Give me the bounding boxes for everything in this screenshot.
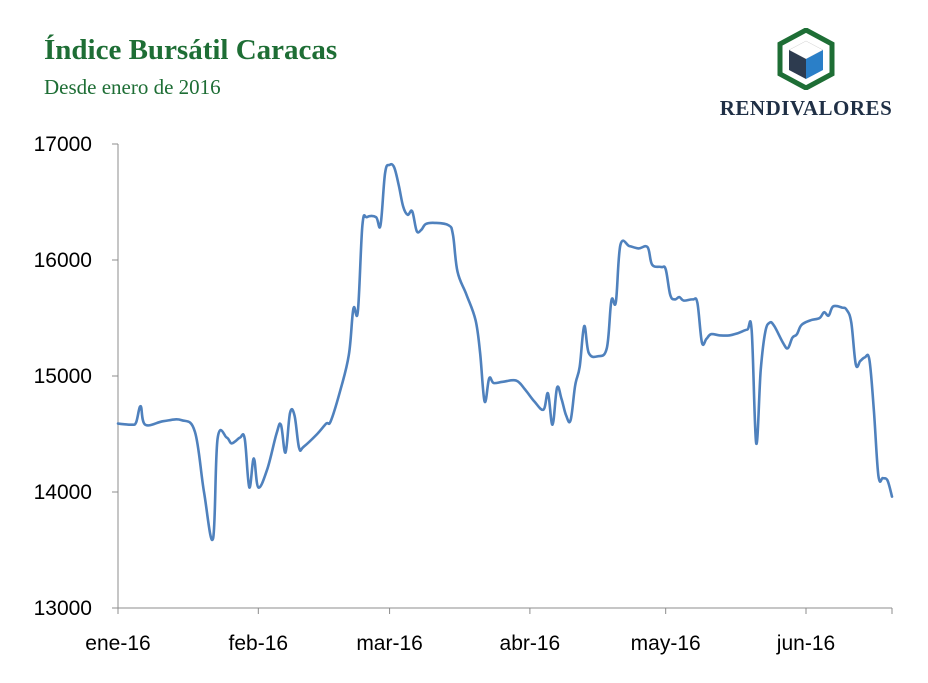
y-tick-label: 14000 <box>34 481 92 504</box>
y-axis-ticks: 13000 14000 15000 16000 17000 <box>34 133 118 620</box>
x-tick-label: abr-16 <box>500 632 561 655</box>
x-tick-label: may-16 <box>631 632 701 655</box>
y-tick-label: 15000 <box>34 365 92 388</box>
chart-subtitle: Desde enero de 2016 <box>44 75 221 99</box>
y-tick-label: 13000 <box>34 597 92 620</box>
x-axis-ticks: ene-16 feb-16 mar-16 abr-16 may-16 jun-16 <box>85 608 893 655</box>
brand-name: RENDIVALORES <box>719 96 893 120</box>
x-tick-label: ene-16 <box>85 632 150 655</box>
y-tick-label: 16000 <box>34 249 92 272</box>
x-tick-label: mar-16 <box>356 632 423 655</box>
chart-title: Índice Bursátil Caracas <box>44 34 338 66</box>
chart-axes <box>117 144 892 609</box>
x-tick-label: jun-16 <box>776 632 835 655</box>
cube-hexagon-icon <box>777 28 835 90</box>
x-tick-label: feb-16 <box>229 632 289 655</box>
series-line <box>116 162 894 542</box>
brand-logo: RENDIVALORES <box>706 28 906 123</box>
y-tick-label: 17000 <box>34 133 92 156</box>
